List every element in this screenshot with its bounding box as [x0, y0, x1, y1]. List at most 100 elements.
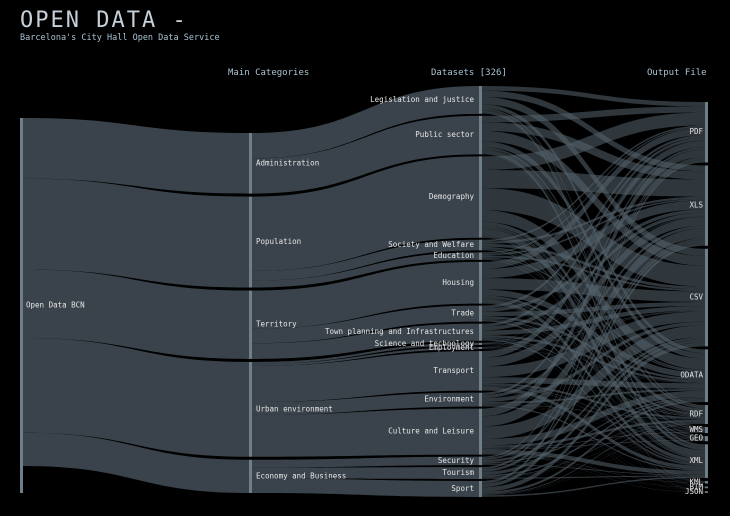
label-dataset: Sport	[451, 484, 474, 493]
flow-dataset-output	[482, 239, 705, 472]
label-output: ODATA	[680, 371, 703, 380]
flow-dataset-output	[482, 319, 705, 431]
node-bar-dataset	[479, 342, 482, 345]
flow-dataset-output	[482, 303, 705, 493]
node-bar-output	[705, 405, 708, 425]
node-bar-dataset	[479, 86, 482, 114]
label-output: JSON	[685, 487, 703, 496]
node-bar-output	[705, 427, 708, 434]
label-dataset: Education	[433, 251, 474, 260]
flow-dataset-output	[482, 397, 705, 464]
flow-category-dataset	[252, 478, 479, 497]
flow-category-dataset	[252, 323, 479, 359]
flow-dataset-output	[482, 422, 705, 464]
page-subtitle: Barcelona's City Hall Open Data Service	[20, 33, 220, 43]
flow-dataset-output	[482, 257, 705, 373]
flow-dataset-output	[482, 86, 705, 107]
label-dataset: Employment	[429, 343, 474, 352]
node-bar-dataset	[479, 408, 482, 455]
flow-dataset-output	[482, 122, 705, 180]
flow-source-urban-environment	[23, 337, 249, 457]
flow-category-dataset	[252, 456, 479, 468]
flow-dataset-output	[482, 149, 705, 417]
flow-dataset-output	[482, 125, 705, 242]
flow-category-dataset	[252, 392, 479, 415]
node-bar-output	[705, 102, 708, 163]
flow-dataset-output	[482, 325, 705, 439]
label-output: BIM	[689, 482, 703, 491]
flow-dataset-output	[482, 113, 705, 482]
label-output: WMS	[689, 425, 703, 434]
column-heading-output: Output File	[647, 68, 707, 78]
flow-dataset-output	[482, 147, 705, 396]
node-bar-dataset	[479, 305, 482, 322]
node-bar-category	[249, 361, 252, 457]
flow-dataset-output	[482, 439, 705, 450]
flow-category-dataset	[252, 342, 479, 364]
node-bar-output	[705, 349, 708, 403]
flow-dataset-output	[482, 112, 705, 170]
node-bar-category	[249, 133, 252, 194]
flow-dataset-output	[482, 140, 705, 358]
node-bar-dataset	[479, 351, 482, 391]
flow-dataset-output	[482, 137, 705, 327]
flow-dataset-output	[482, 390, 705, 493]
flow-dataset-output	[482, 334, 705, 383]
label-output: XML	[689, 456, 703, 465]
flow-dataset-output	[482, 344, 705, 466]
flow-category-dataset	[252, 239, 479, 281]
flow-source-population	[23, 178, 249, 288]
label-dataset: Society and Welfare	[388, 240, 474, 249]
flow-dataset-output	[482, 255, 705, 292]
flow-dataset-output	[482, 156, 705, 459]
label-category: Population	[256, 237, 301, 246]
flow-dataset-output	[482, 127, 705, 254]
flow-dataset-output	[482, 150, 705, 451]
label-category: Territory	[256, 320, 297, 329]
node-bar-dataset	[479, 261, 482, 304]
flow-dataset-output	[482, 311, 705, 378]
node-bar-output	[705, 486, 708, 489]
flow-dataset-output	[482, 423, 705, 495]
flow-category-dataset	[252, 86, 479, 159]
flow-dataset-output	[482, 158, 705, 470]
label-category: Economy and Business	[256, 471, 346, 480]
node-bar-dataset	[479, 239, 482, 251]
flow-dataset-output	[482, 390, 705, 483]
flow-dataset-output	[482, 134, 705, 309]
page-title: OPEN DATA -	[20, 8, 188, 33]
flow-category-dataset	[252, 261, 479, 329]
flow-category-dataset	[252, 305, 479, 344]
flow-category-dataset	[252, 467, 479, 479]
node-bar-output	[705, 165, 708, 246]
flow-dataset-output	[482, 298, 705, 439]
label-dataset: Demography	[429, 192, 475, 201]
flow-dataset-output	[482, 140, 705, 344]
label-output: KML	[689, 477, 703, 486]
node-bar-dataset	[479, 456, 482, 466]
flow-dataset-output	[482, 431, 705, 449]
node-bar-source	[20, 118, 23, 493]
flow-dataset-output	[482, 242, 705, 488]
label-output: PDF	[689, 127, 703, 136]
label-output: GEO	[689, 434, 703, 443]
label-dataset: Security	[438, 456, 475, 465]
flow-dataset-output	[482, 385, 705, 440]
column-heading-categories: Main Categories	[228, 68, 310, 78]
flow-dataset-output	[482, 432, 705, 478]
label-dataset: Science and technology	[375, 339, 475, 348]
node-bar-output	[705, 480, 708, 484]
flow-dataset-output	[482, 198, 705, 256]
flow-dataset-output	[482, 342, 705, 492]
flow-dataset-output	[482, 388, 705, 404]
node-bar-category	[249, 196, 252, 288]
flow-dataset-output	[482, 339, 705, 475]
label-source: Open Data BCN	[26, 301, 85, 310]
flow-dataset-output	[482, 159, 705, 484]
node-bar-dataset	[479, 392, 482, 407]
node-bar-output	[705, 248, 708, 347]
flow-source-territory	[23, 269, 249, 359]
flow-category-dataset	[252, 156, 479, 271]
